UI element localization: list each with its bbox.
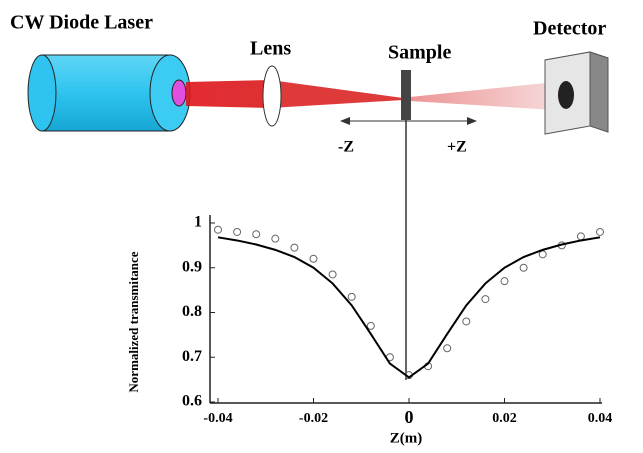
data-point [348, 293, 355, 300]
x-tick-label: -0.04 [203, 411, 232, 426]
label: Lens [250, 38, 291, 60]
data-point [234, 228, 241, 235]
data-point [501, 278, 508, 285]
y-tick-label: 0.8 [182, 303, 202, 320]
data-point [310, 255, 317, 262]
data-point [577, 233, 584, 240]
label: -Z [338, 139, 354, 156]
figure: CW Diode Laser Lens Sample Detector -Z +… [0, 0, 643, 453]
arrow-right [467, 117, 477, 125]
y-axis-label: Normalized transmitance [126, 251, 141, 392]
data-point [215, 226, 222, 233]
laser-back [28, 55, 56, 131]
data-point [482, 296, 489, 303]
laser [28, 55, 190, 131]
data-point [367, 322, 374, 329]
x-tick-label: -0.02 [299, 411, 328, 426]
x-tick-label: 0 [405, 407, 414, 427]
laser-aperture [172, 80, 186, 106]
data-point [520, 264, 527, 271]
beam-diverge [410, 82, 555, 110]
label: Detector [533, 18, 606, 40]
sample [401, 70, 411, 120]
y-tick-label: 0.6 [182, 393, 202, 410]
plot: 0.6 0.7 0.8 0.9 1 -0.04 -0.02 0 0.02 0.04 Z(m) Norm… [126, 214, 612, 447]
data-point [539, 251, 546, 258]
y-tick-label: 1 [194, 214, 202, 231]
data-point [329, 271, 336, 278]
label: +Z [447, 139, 467, 156]
data-point [291, 244, 298, 251]
data-point [444, 345, 451, 352]
label: CW Diode Laser [10, 12, 153, 34]
detector-hole [558, 81, 574, 109]
x-tick-label: 0.04 [588, 411, 613, 426]
fit-line [218, 237, 600, 377]
data-point [272, 235, 279, 242]
lens [263, 66, 281, 126]
data-point [597, 228, 604, 235]
y-tick-label: 0.7 [182, 348, 202, 365]
data-point [253, 231, 260, 238]
beam-focus [270, 80, 403, 108]
y-tick-label: 0.9 [182, 258, 202, 275]
beam [186, 80, 270, 108]
x-axis-label: Z(m) [390, 430, 423, 446]
arrow-left [340, 117, 350, 125]
detector-side [590, 52, 608, 132]
data-point [463, 318, 470, 325]
detector [545, 52, 608, 134]
label: Sample [388, 42, 451, 64]
x-tick-label: 0.02 [492, 411, 517, 426]
